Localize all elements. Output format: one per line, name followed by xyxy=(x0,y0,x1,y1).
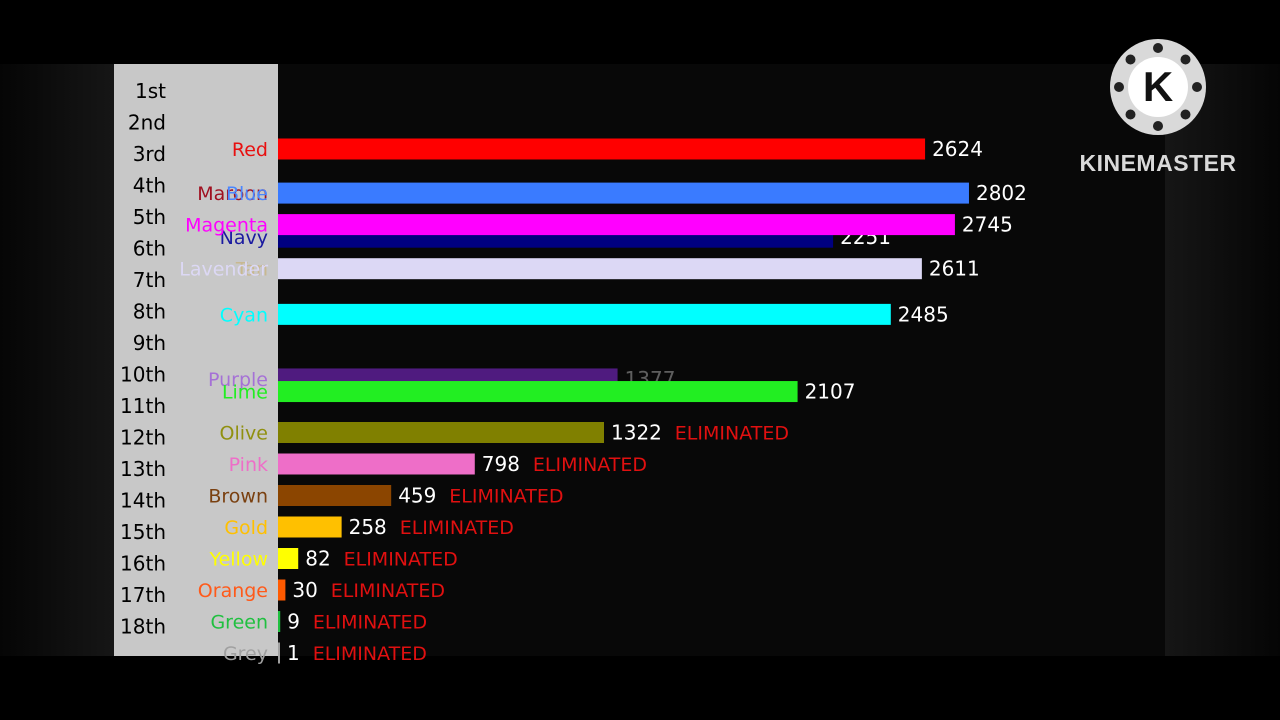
value-label-lime: 2107 xyxy=(805,380,856,404)
bar-label-grey: Grey xyxy=(223,643,268,665)
rank-label: 15th xyxy=(120,520,166,544)
bar-label-magenta: Magenta xyxy=(185,215,268,237)
bar-label-tan: Tan xyxy=(235,259,268,281)
bar-green xyxy=(278,611,281,632)
bar-label-maroon: Maroon xyxy=(197,183,268,205)
rank-label: 8th xyxy=(133,300,166,324)
logo-letter: K xyxy=(1143,63,1173,110)
value-label-cyan: 2485 xyxy=(898,302,949,326)
rank-label: 16th xyxy=(120,552,166,576)
rank-label: 3rd xyxy=(133,142,166,166)
rank-label: 17th xyxy=(120,583,166,607)
bar-label-green: Green xyxy=(210,612,268,634)
value-label-orange: 30 xyxy=(292,578,317,602)
eliminated-label: ELIMINATED xyxy=(400,517,514,539)
value-label-gold: 258 xyxy=(349,515,387,539)
bar-magenta xyxy=(278,214,955,236)
bar-label-gold: Gold xyxy=(224,517,268,539)
value-label-blue: 2802 xyxy=(976,181,1027,205)
bar-label-cyan: Cyan xyxy=(220,304,268,326)
bar-lime xyxy=(278,381,798,403)
eliminated-label: ELIMINATED xyxy=(675,423,789,445)
value-label-green: 9 xyxy=(287,610,300,634)
eliminated-label: ELIMINATED xyxy=(313,612,427,634)
rank-label: 7th xyxy=(133,268,166,292)
bar-label-pink: Pink xyxy=(229,454,268,476)
bar-brown xyxy=(278,485,392,506)
rank-label: 1st xyxy=(135,79,166,103)
eliminated-label: ELIMINATED xyxy=(449,486,563,508)
eliminated-label: ELIMINATED xyxy=(313,643,427,665)
right-vignette xyxy=(1165,64,1280,656)
bar-label-lime: Lime xyxy=(222,382,268,404)
bar-label-yellow: Yellow xyxy=(209,549,269,571)
bar-grey xyxy=(278,642,280,664)
kinemaster-logo-icon: K xyxy=(1110,39,1206,135)
kinemaster-text: KINEMASTER xyxy=(1079,150,1237,176)
bar-label-red: Red xyxy=(232,139,268,161)
bar-label-purple: Purple xyxy=(208,369,268,391)
rank-label: 5th xyxy=(133,205,166,229)
bar-yellow xyxy=(278,548,299,569)
value-label-yellow: 82 xyxy=(305,547,330,571)
eliminated-label: ELIMINATED xyxy=(331,580,445,602)
value-label-brown: 459 xyxy=(398,484,436,508)
rank-label: 12th xyxy=(120,426,166,450)
bar-label-orange: Orange xyxy=(198,580,268,602)
bar-cyan xyxy=(278,303,891,325)
bar-pink xyxy=(278,453,475,475)
eliminated-label: ELIMINATED xyxy=(344,549,458,571)
value-label-red: 2624 xyxy=(932,137,983,161)
bar-lavender xyxy=(278,258,922,280)
rank-label: 14th xyxy=(120,489,166,513)
rank-label: 18th xyxy=(120,615,166,639)
bar-label-navy: Navy xyxy=(220,227,268,249)
bar-red xyxy=(278,138,926,160)
value-label-magenta: 2745 xyxy=(962,213,1013,237)
rank-label: 4th xyxy=(133,174,166,198)
bar-olive xyxy=(278,422,605,443)
value-label-olive: 1322 xyxy=(611,421,662,445)
rank-panel xyxy=(114,64,278,656)
bar-orange xyxy=(278,579,286,601)
left-vignette xyxy=(0,64,114,656)
rank-label: 6th xyxy=(133,237,166,261)
bar-label-blue: Blue xyxy=(226,183,268,205)
rank-label: 13th xyxy=(120,457,166,481)
value-label-lavender: 2611 xyxy=(929,257,980,281)
bar-label-lavender: Lavender xyxy=(179,259,268,281)
eliminated-label: ELIMINATED xyxy=(533,454,647,476)
bar-label-brown: Brown xyxy=(208,486,268,508)
rank-label: 9th xyxy=(133,331,166,355)
rank-label: 2nd xyxy=(128,111,166,135)
rank-label: 10th xyxy=(120,363,166,387)
value-label-pink: 798 xyxy=(482,452,520,476)
rank-label: 11th xyxy=(120,394,166,418)
bar-gold xyxy=(278,516,342,538)
bar-blue xyxy=(278,182,969,204)
bar-label-olive: Olive xyxy=(220,423,268,445)
value-label-grey: 1 xyxy=(287,641,300,665)
